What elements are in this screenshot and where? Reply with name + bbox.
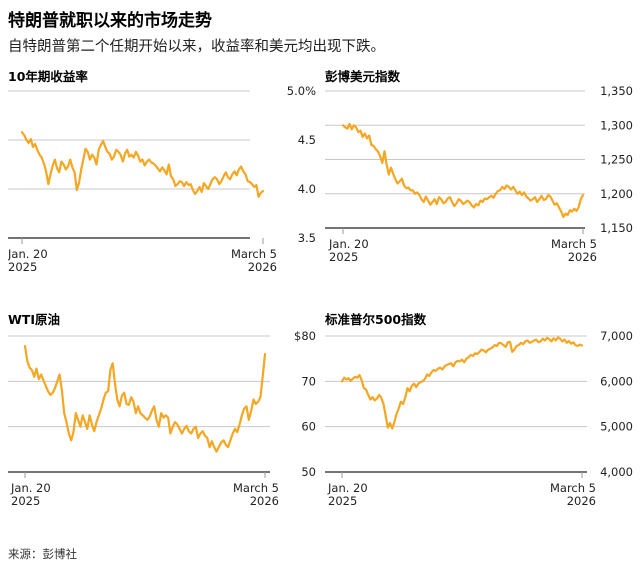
y-tick-label: 1,300 bbox=[600, 118, 633, 132]
source-note: 来源：彭博社 bbox=[8, 547, 77, 561]
x-tick-year: 2025 bbox=[329, 250, 358, 264]
panel-title-yield: 10年期收益率 bbox=[8, 69, 88, 84]
x-tick-label: March 5 bbox=[551, 237, 597, 251]
panel-title-dxy: 彭博美元指数 bbox=[325, 69, 401, 84]
x-tick-label: Jan. 20 bbox=[327, 481, 368, 495]
x-tick-year: 2026 bbox=[567, 494, 596, 508]
y-tick-label: 4.5 bbox=[298, 133, 316, 147]
y-tick-label: 4,000 bbox=[600, 465, 633, 479]
chart-subtitle: 自特朗普第二个任期开始以来，收益率和美元均出现下跌。 bbox=[8, 39, 385, 55]
y-tick-label: 50 bbox=[301, 465, 316, 479]
x-tick-year: 2025 bbox=[11, 494, 40, 508]
panel-wti: WTI原油 $80 70 60 50 Jan. 20 2025 March 5 2026 bbox=[8, 309, 318, 524]
x-tick-label: March 5 bbox=[233, 481, 279, 495]
x-tick-label: Jan. 20 bbox=[8, 247, 48, 261]
x-tick-label: March 5 bbox=[550, 481, 596, 495]
x-tick-year: 2026 bbox=[250, 494, 279, 508]
y-tick-label: 3.5 bbox=[298, 231, 316, 245]
panel-title-wti: WTI原油 bbox=[8, 312, 60, 327]
x-tick-year: 2026 bbox=[568, 250, 597, 264]
y-tick-label: $80 bbox=[294, 329, 316, 343]
series-line bbox=[23, 344, 267, 453]
x-tick-label: Jan. 20 bbox=[328, 237, 369, 251]
x-tick-year: 2025 bbox=[328, 494, 357, 508]
x-tick-year: 2026 bbox=[248, 260, 277, 274]
y-tick-label: 1,150 bbox=[600, 221, 633, 235]
x-tick-year: 2025 bbox=[8, 260, 37, 274]
series-line bbox=[20, 131, 265, 198]
y-tick-label: 70 bbox=[301, 374, 316, 388]
series-line bbox=[341, 122, 585, 219]
panel-title-spx: 标准普尔500指数 bbox=[325, 312, 427, 327]
x-tick-label: Jan. 20 bbox=[10, 481, 51, 495]
panel-dxy: 彭博美元指数 1,350 1,300 1,250 1,200 1,150 Jan. 20 2… bbox=[325, 66, 635, 281]
y-tick-label: 6,000 bbox=[600, 374, 633, 388]
panel-spx: 标准普尔500指数 7,000 6,000 5,000 4,000 Jan. 20 202… bbox=[325, 309, 635, 524]
chart-title: 特朗普就职以来的市场走势 bbox=[8, 11, 212, 31]
x-tick-label: March 5 bbox=[231, 247, 277, 261]
y-tick-label: 1,350 bbox=[600, 84, 633, 98]
y-tick-label: 1,250 bbox=[600, 153, 633, 167]
series-line bbox=[340, 336, 584, 430]
y-tick-label: 5.0% bbox=[287, 84, 316, 98]
y-tick-label: 60 bbox=[301, 420, 316, 434]
y-tick-label: 5,000 bbox=[600, 420, 633, 434]
y-tick-label: 1,200 bbox=[600, 187, 633, 201]
y-tick-label: 7,000 bbox=[600, 329, 633, 343]
y-tick-label: 4.0 bbox=[298, 182, 316, 196]
